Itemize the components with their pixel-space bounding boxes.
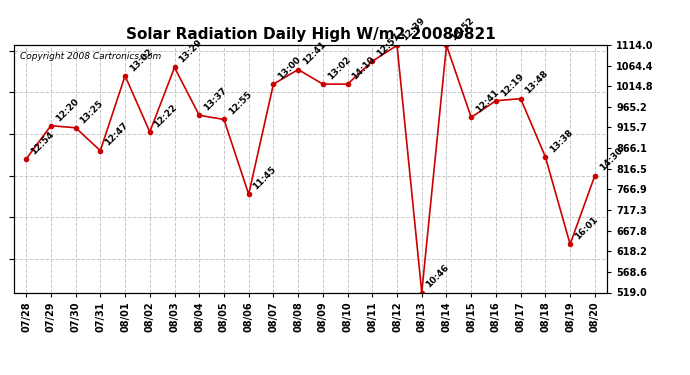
- Text: 12:22: 12:22: [152, 102, 179, 129]
- Text: 14:30: 14:30: [598, 146, 624, 173]
- Text: 13:25: 13:25: [79, 98, 105, 125]
- Text: 13:02: 13:02: [128, 46, 155, 73]
- Text: 13:48: 13:48: [524, 69, 550, 96]
- Text: 12:47: 12:47: [103, 121, 130, 148]
- Text: 10:46: 10:46: [424, 263, 451, 290]
- Text: 13:38: 13:38: [548, 128, 575, 154]
- Text: 11:45: 11:45: [251, 165, 278, 192]
- Title: Solar Radiation Daily High W/m2 20080821: Solar Radiation Daily High W/m2 20080821: [126, 27, 495, 42]
- Text: 13:52: 13:52: [449, 16, 476, 43]
- Text: Copyright 2008 Cartronics.com: Copyright 2008 Cartronics.com: [20, 53, 161, 62]
- Text: 14:10: 14:10: [351, 55, 377, 81]
- Text: 13:29: 13:29: [177, 38, 204, 64]
- Text: 16:01: 16:01: [573, 215, 600, 242]
- Text: 12:19: 12:19: [499, 71, 525, 98]
- Text: 12:20: 12:20: [54, 96, 80, 123]
- Text: 13:02: 13:02: [326, 55, 352, 81]
- Text: 12:41: 12:41: [474, 88, 501, 115]
- Text: 12:41: 12:41: [301, 40, 328, 67]
- Text: 12:54: 12:54: [29, 129, 56, 156]
- Text: 12:55: 12:55: [227, 90, 253, 117]
- Text: 12:57: 12:57: [375, 32, 402, 58]
- Text: 13:37: 13:37: [202, 86, 228, 112]
- Text: 12:39: 12:39: [400, 16, 426, 43]
- Text: 13:00: 13:00: [276, 55, 303, 81]
